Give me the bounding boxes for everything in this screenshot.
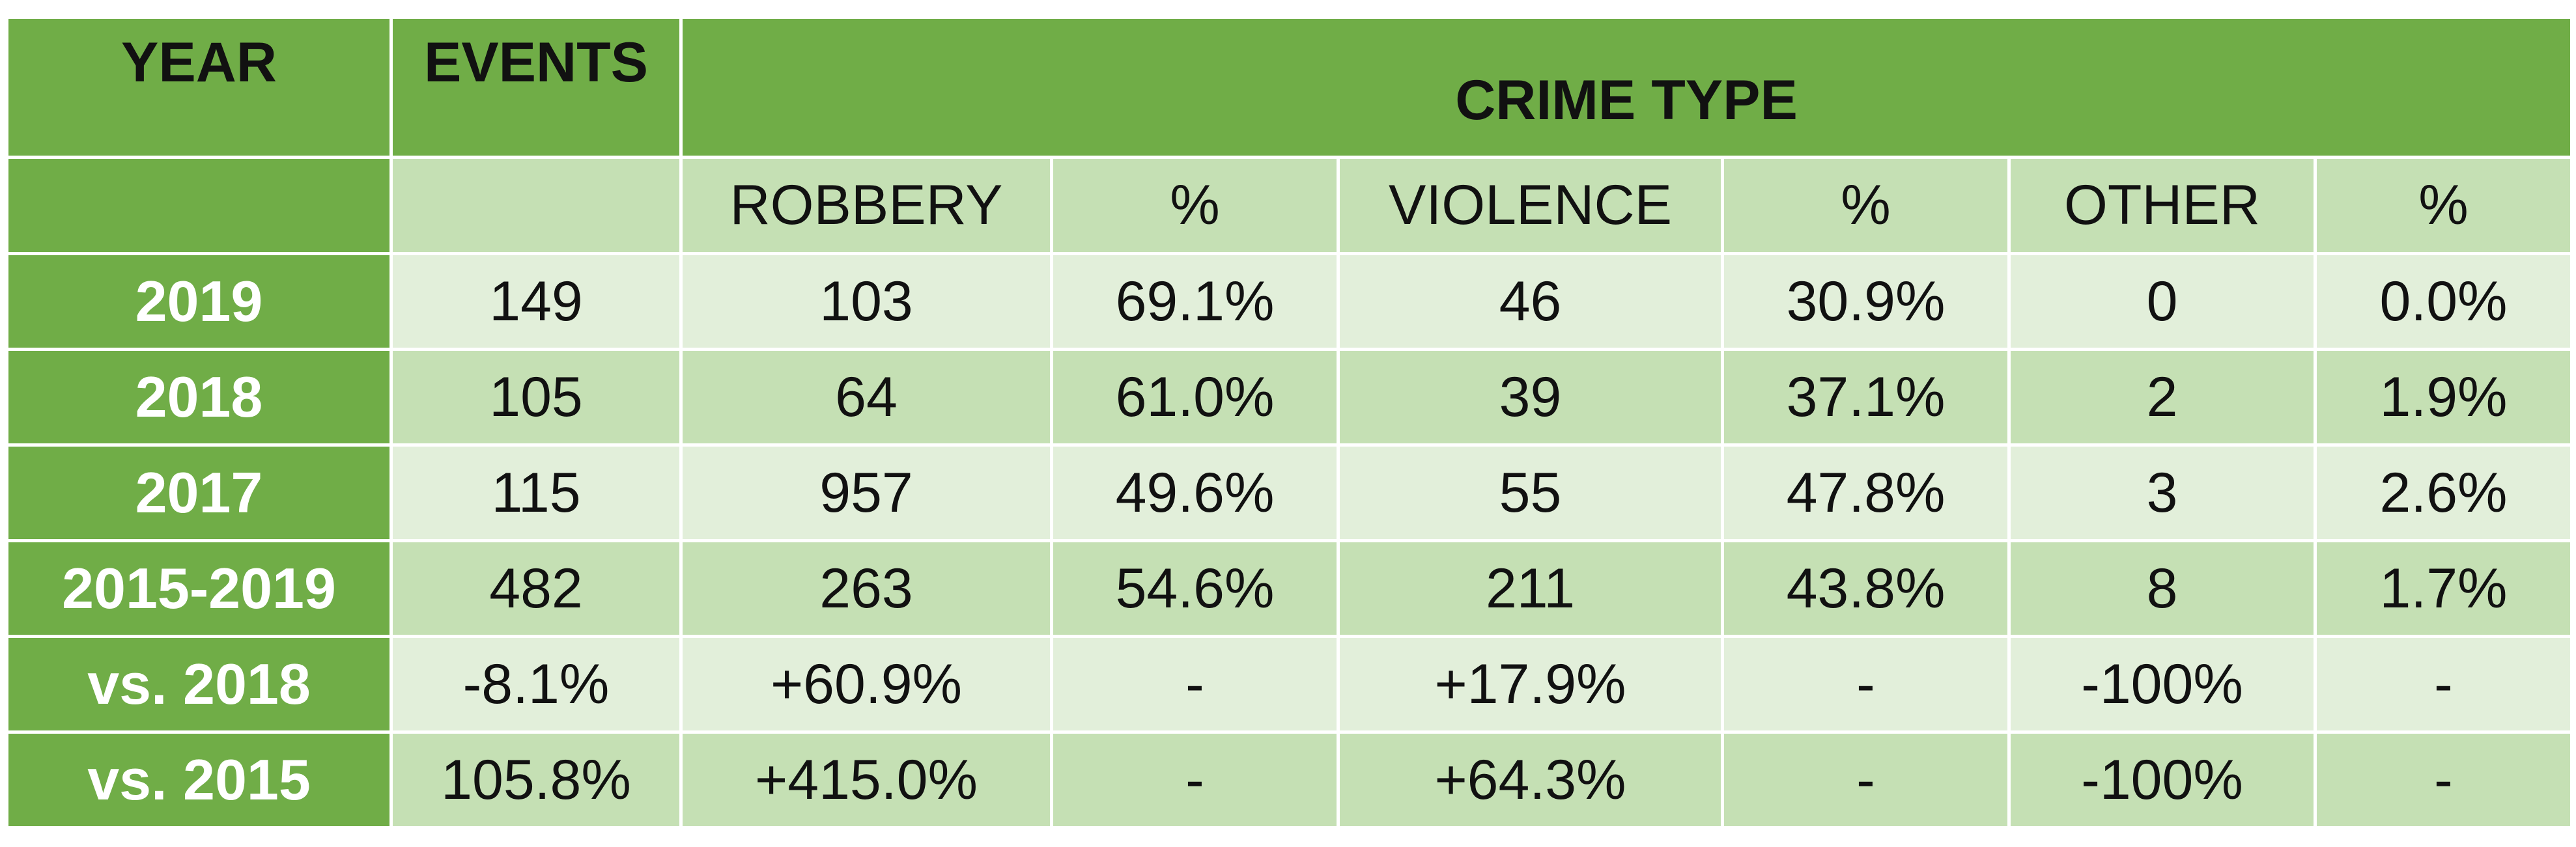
other-cell: -100%: [2007, 635, 2317, 734]
table-row: vs. 2018 -8.1% +60.9% - +17.9% - -100% -: [5, 635, 2573, 734]
violence-percent-cell: 37.1%: [1721, 348, 2011, 447]
subheader-blank-year: [5, 156, 393, 255]
events-header: EVENTS: [389, 19, 683, 159]
table-body: 2019 149 103 69.1% 46 30.9% 0 0.0% 2018 105 64 61.0…: [5, 252, 2573, 826]
robbery-cell: 103: [679, 252, 1053, 351]
events-cell: 149: [389, 252, 683, 351]
robbery-percent-cell: 54.6%: [1050, 539, 1340, 638]
table-row: 2017 115 957 49.6% 55 47.8% 3 2.6%: [5, 443, 2573, 542]
row-label: 2015-2019: [5, 539, 393, 638]
other-percent-cell: 0.0%: [2314, 252, 2573, 351]
robbery-header: ROBBERY: [679, 156, 1053, 255]
other-cell: 3: [2007, 443, 2317, 542]
violence-cell: +64.3%: [1337, 730, 1724, 826]
other-percent-cell: -: [2314, 635, 2573, 734]
robbery-cell: +60.9%: [679, 635, 1053, 734]
crime-statistics-table: YEAR EVENTS CRIME TYPE ROBBERY % VIOLENC…: [5, 19, 2573, 826]
violence-cell: 211: [1337, 539, 1724, 638]
row-label: 2017: [5, 443, 393, 542]
robbery-cell: 957: [679, 443, 1053, 542]
violence-header: VIOLENCE: [1337, 156, 1724, 255]
other-percent-cell: 2.6%: [2314, 443, 2573, 542]
robbery-percent-header: %: [1050, 156, 1340, 255]
violence-percent-cell: 43.8%: [1721, 539, 2011, 638]
violence-percent-header: %: [1721, 156, 2011, 255]
events-cell: -8.1%: [389, 635, 683, 734]
violence-percent-cell: 30.9%: [1721, 252, 2011, 351]
crime-type-header: CRIME TYPE: [679, 19, 2573, 159]
row-label: vs. 2015: [5, 730, 393, 826]
other-header: OTHER: [2007, 156, 2317, 255]
other-cell: -100%: [2007, 730, 2317, 826]
robbery-percent-cell: 49.6%: [1050, 443, 1340, 542]
header-row: YEAR EVENTS CRIME TYPE: [5, 19, 2573, 159]
other-cell: 8: [2007, 539, 2317, 638]
other-percent-cell: 1.9%: [2314, 348, 2573, 447]
subheader-row: ROBBERY % VIOLENCE % OTHER %: [5, 156, 2573, 255]
subheader-blank-events: [389, 156, 683, 255]
crime-table-container: YEAR EVENTS CRIME TYPE ROBBERY % VIOLENC…: [5, 19, 2573, 826]
table-row: 2018 105 64 61.0% 39 37.1% 2 1.9%: [5, 348, 2573, 447]
events-cell: 115: [389, 443, 683, 542]
table-row: 2019 149 103 69.1% 46 30.9% 0 0.0%: [5, 252, 2573, 351]
other-cell: 0: [2007, 252, 2317, 351]
violence-percent-cell: 47.8%: [1721, 443, 2011, 542]
events-cell: 105: [389, 348, 683, 447]
events-cell: 105.8%: [389, 730, 683, 826]
robbery-percent-cell: 69.1%: [1050, 252, 1340, 351]
robbery-cell: 263: [679, 539, 1053, 638]
table-row: vs. 2015 105.8% +415.0% - +64.3% - -100% -: [5, 730, 2573, 826]
other-percent-cell: -: [2314, 730, 2573, 826]
other-cell: 2: [2007, 348, 2317, 447]
violence-percent-cell: -: [1721, 730, 2011, 826]
robbery-percent-cell: -: [1050, 730, 1340, 826]
robbery-percent-cell: 61.0%: [1050, 348, 1340, 447]
other-percent-cell: 1.7%: [2314, 539, 2573, 638]
row-label: vs. 2018: [5, 635, 393, 734]
violence-cell: +17.9%: [1337, 635, 1724, 734]
robbery-cell: 64: [679, 348, 1053, 447]
year-header: YEAR: [5, 19, 393, 159]
row-label: 2019: [5, 252, 393, 351]
table-row: 2015-2019 482 263 54.6% 211 43.8% 8 1.7%: [5, 539, 2573, 638]
violence-percent-cell: -: [1721, 635, 2011, 734]
other-percent-header: %: [2314, 156, 2573, 255]
robbery-percent-cell: -: [1050, 635, 1340, 734]
violence-cell: 55: [1337, 443, 1724, 542]
row-label: 2018: [5, 348, 393, 447]
robbery-cell: +415.0%: [679, 730, 1053, 826]
violence-cell: 46: [1337, 252, 1724, 351]
violence-cell: 39: [1337, 348, 1724, 447]
events-cell: 482: [389, 539, 683, 638]
